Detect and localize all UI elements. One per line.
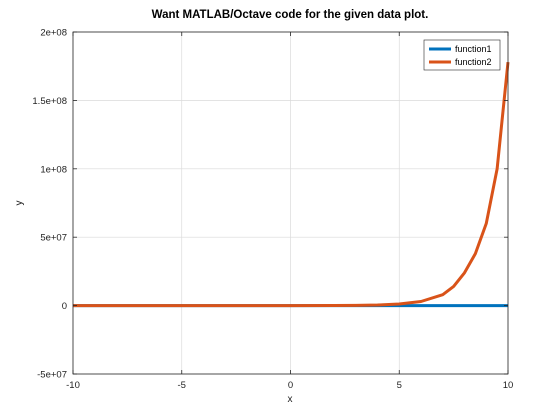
y-tick-label: 0 bbox=[62, 301, 67, 312]
y-tick-label: 1.5e+08 bbox=[32, 96, 67, 107]
chart-title: Want MATLAB/Octave code for the given da… bbox=[152, 9, 429, 21]
x-axis-label: x bbox=[288, 394, 293, 405]
x-tick-label: -5 bbox=[178, 380, 186, 391]
series-line-function2 bbox=[73, 61, 510, 308]
y-tick-label: 2e+08 bbox=[40, 28, 67, 39]
legend-label-function1: function1 bbox=[455, 44, 492, 54]
y-tick-label: 5e+07 bbox=[40, 233, 67, 244]
y-axis-label: y bbox=[14, 201, 25, 206]
legend-box bbox=[423, 39, 501, 71]
x-tick-label: 5 bbox=[397, 380, 402, 391]
axis-ticks: -10 -5 0 5 10 -5e+07 0 5e+07 1e+08 1.5e+08 2e+08 bbox=[32, 28, 513, 392]
x-tick-label: -10 bbox=[66, 380, 80, 391]
series-lines bbox=[73, 61, 510, 308]
y-tick-label: -5e+07 bbox=[37, 370, 67, 381]
legend: function1 function2 bbox=[423, 39, 501, 71]
y-tick-label: 1e+08 bbox=[40, 164, 67, 175]
x-tick-label: 0 bbox=[288, 380, 293, 391]
x-tick-label: 10 bbox=[503, 380, 514, 391]
legend-label-function2: function2 bbox=[455, 57, 492, 67]
